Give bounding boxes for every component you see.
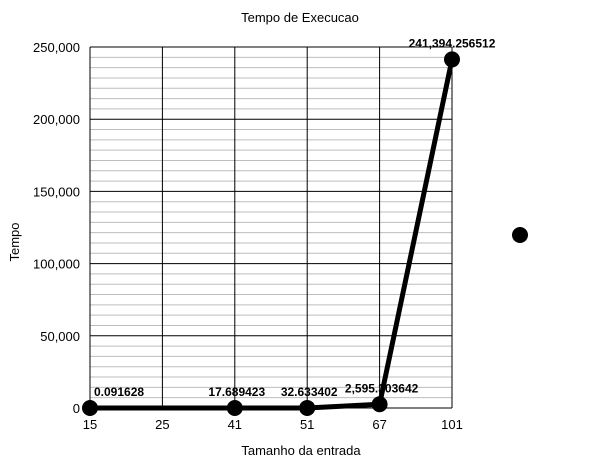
data-label: 0.091628 <box>94 385 144 399</box>
y-axis-ticks: 0 50,000 100,000 150,000 200,000 250,000 <box>33 40 80 416</box>
y-tick-label: 50,000 <box>40 329 80 344</box>
y-tick-label: 250,000 <box>33 40 80 55</box>
x-tick-label: 51 <box>300 417 314 432</box>
data-point <box>299 399 316 416</box>
x-axis-label: Tamanho da entrada <box>241 443 361 458</box>
y-tick-label: 100,000 <box>33 257 80 272</box>
x-tick-label: 67 <box>372 417 386 432</box>
plot-grid <box>89 46 453 409</box>
x-tick-label: 15 <box>83 417 97 432</box>
data-point <box>444 51 460 68</box>
legend-marker <box>512 227 528 243</box>
x-tick-label: 41 <box>228 417 242 432</box>
x-axis-ticks: 15 25 41 51 67 101 <box>83 417 463 432</box>
y-tick-label: 200,000 <box>33 112 80 127</box>
series-group <box>82 51 460 416</box>
data-point <box>226 399 243 416</box>
data-label: 17.689423 <box>208 385 265 399</box>
data-label: 2,595.303642 <box>345 381 419 395</box>
y-axis-label: Tempo <box>7 222 22 261</box>
y-tick-label: 150,000 <box>33 184 80 199</box>
data-point <box>82 399 98 416</box>
y-tick-label: 0 <box>73 401 80 416</box>
chart-title: Tempo de Execucao <box>241 10 359 25</box>
series-line <box>89 58 455 411</box>
data-label: 241,394.256512 <box>409 36 496 50</box>
data-point <box>371 396 388 413</box>
data-label: 32.633402 <box>281 385 338 399</box>
data-labels: 0.091628 17.689423 32.633402 2,595.303642 24… <box>94 36 496 399</box>
x-tick-label: 25 <box>155 417 169 432</box>
x-tick-label: 101 <box>441 417 463 432</box>
